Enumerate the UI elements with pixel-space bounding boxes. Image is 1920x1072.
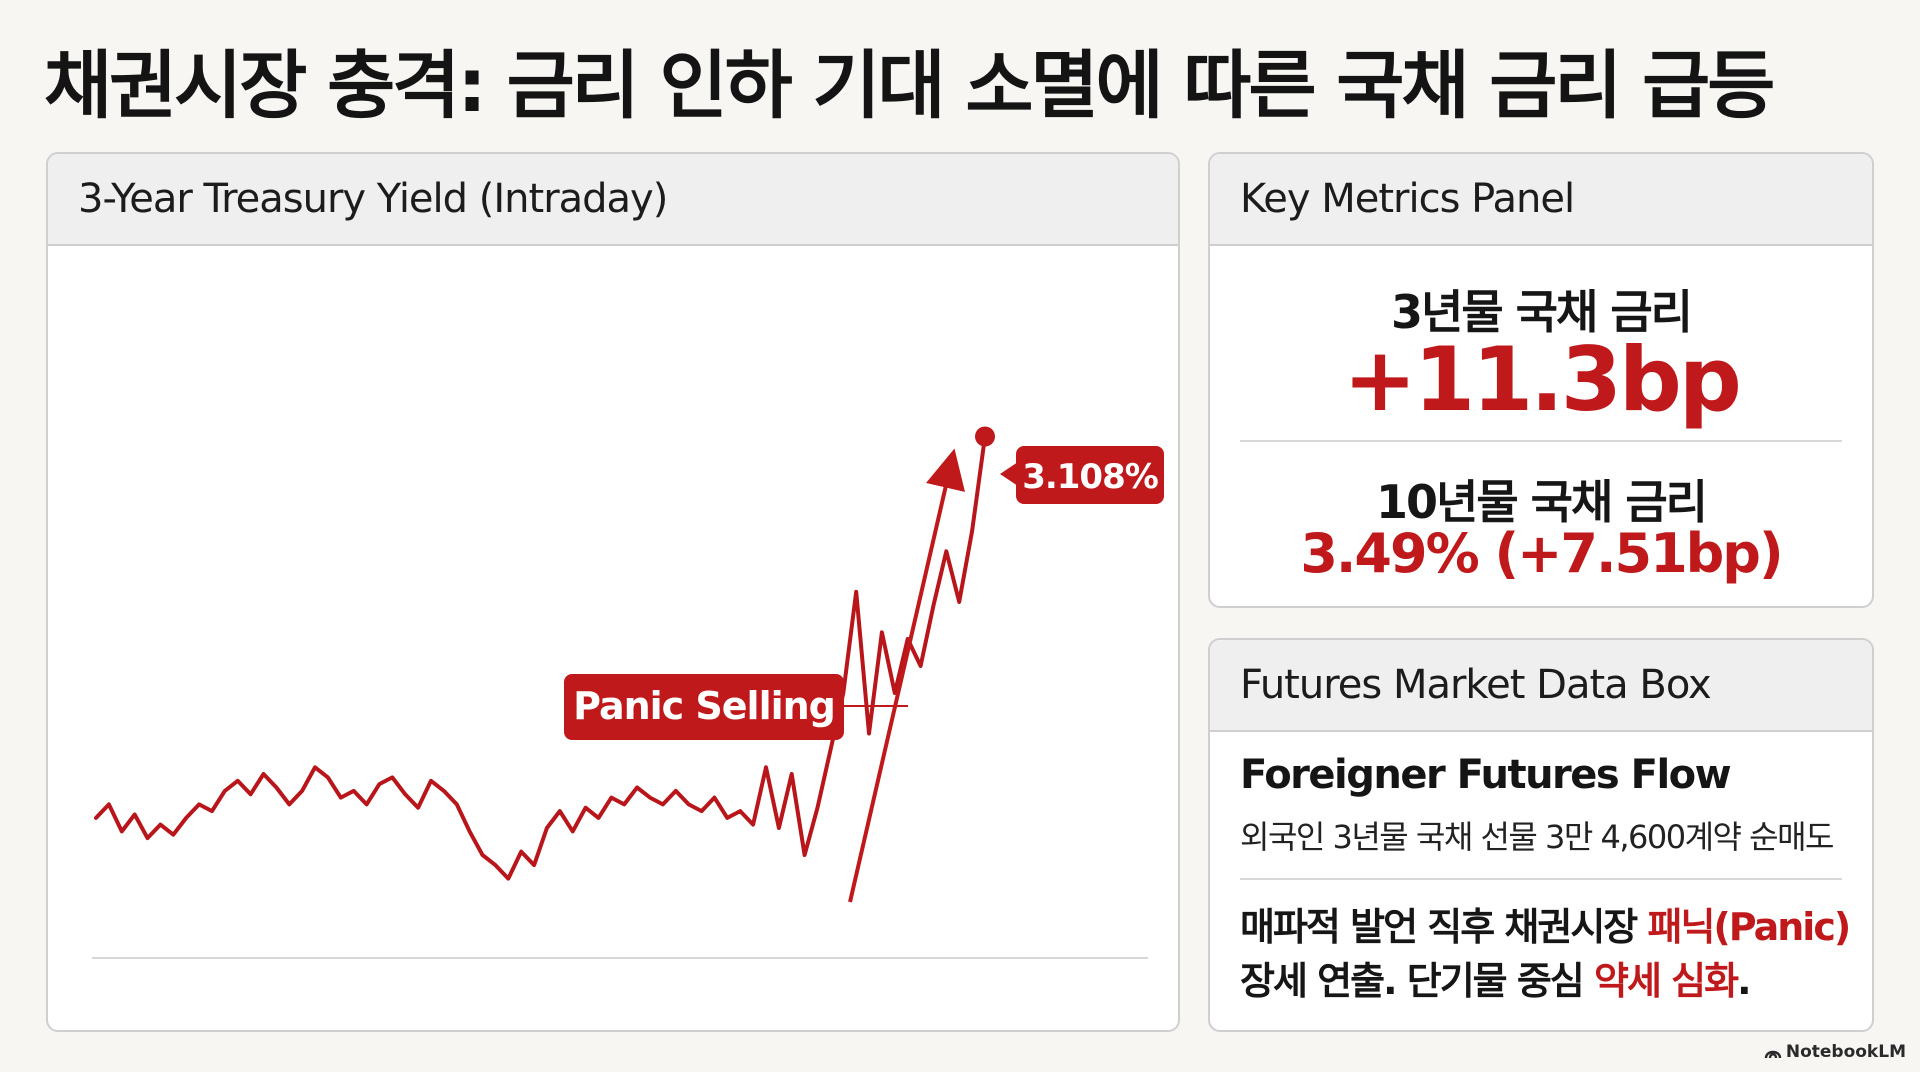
panic-selling-annotation: Panic Selling	[564, 674, 844, 740]
trend-arrow	[848, 448, 965, 903]
futures-divider	[1240, 878, 1842, 880]
metrics-panel-header: Key Metrics Panel	[1210, 154, 1872, 246]
metrics-divider	[1240, 440, 1842, 442]
flow-heading: Foreigner Futures Flow	[1240, 752, 1732, 798]
yield-chart: Panic Selling 3.108%	[92, 426, 1164, 959]
flow-detail: 외국인 3년물 국채 선물 3만 4,600계약 순매도	[1240, 818, 1834, 856]
metric-10y-value: 3.49% (+7.51bp)	[1300, 522, 1783, 585]
metric-3y-value: +11.3bp	[1343, 328, 1742, 431]
market-note-line-2: 장세 연출. 단기물 중심 약세 심화.	[1240, 950, 1752, 1005]
annotation-label: Panic Selling	[573, 684, 835, 728]
metric-3y-label: 3년물 국채 금리	[1391, 285, 1693, 339]
futures-panel-header: Futures Market Data Box	[1210, 640, 1872, 732]
brand-logo-icon	[1764, 1050, 1782, 1059]
brand-text: NotebookLM	[1785, 1042, 1906, 1062]
metric-10y-label: 10년물 국채 금리	[1376, 475, 1708, 529]
note-line1-highlight: 패닉(Panic)	[1647, 905, 1851, 949]
key-metrics-panel: Key Metrics Panel 3년물 국채 금리 +11.3bp 10년물…	[1208, 152, 1874, 608]
brand-watermark: NotebookLM	[1764, 1042, 1906, 1062]
market-note-line-1: 매파적 발언 직후 채권시장 패닉(Panic)	[1240, 896, 1851, 951]
note-line2-end: .	[1737, 959, 1752, 1003]
note-line2-text: 장세 연출. 단기물 중심	[1240, 959, 1594, 1003]
end-point-marker	[975, 426, 995, 447]
note-line2-highlight: 약세 심화	[1594, 959, 1739, 1003]
end-value-callout: 3.108%	[1000, 446, 1164, 504]
page-title: 채권시장 충격: 금리 인하 기대 소멸에 따른 국채 금리 급등	[44, 43, 1775, 129]
yield-series-line	[94, 434, 987, 881]
note-line1-text: 매파적 발언 직후 채권시장	[1240, 905, 1648, 949]
futures-market-panel: Futures Market Data Box Foreigner Future…	[1208, 638, 1874, 1032]
end-value-label: 3.108%	[1022, 457, 1158, 497]
chart-panel: 3-Year Treasury Yield (Intraday) Panic S…	[46, 152, 1180, 1032]
chart-panel-header: 3-Year Treasury Yield (Intraday)	[48, 154, 1178, 246]
